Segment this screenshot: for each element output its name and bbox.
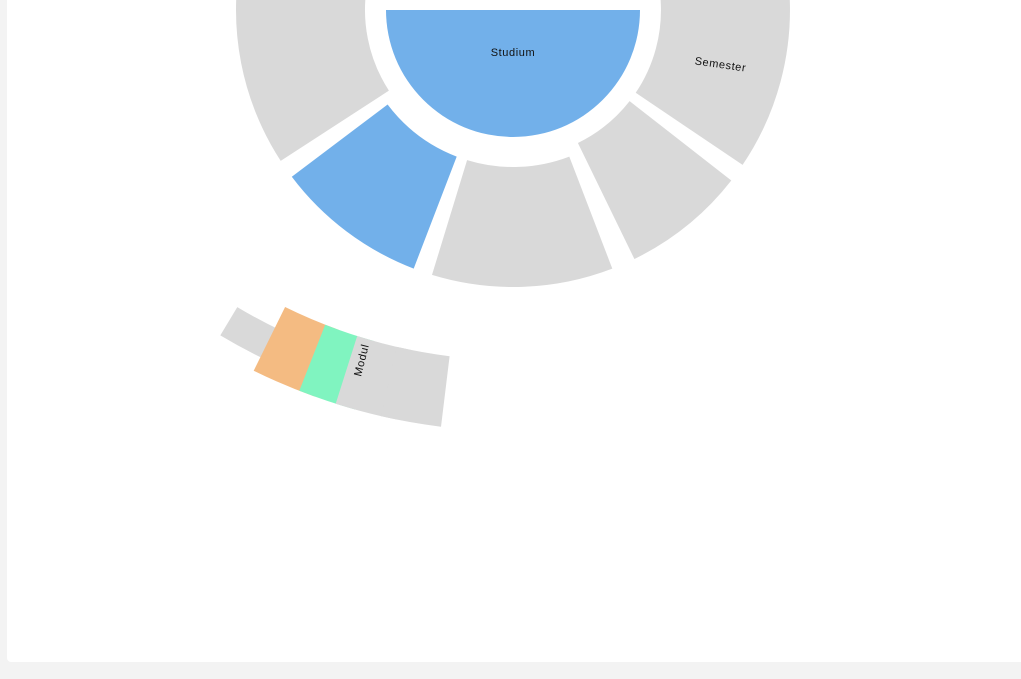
sunburst-segment-semester-2[interactable] <box>577 101 732 259</box>
sunburst-segment-semester-4[interactable] <box>291 104 457 269</box>
sunburst-segment-semester-5[interactable] <box>235 0 389 161</box>
sunburst-segment-semester-1[interactable] <box>635 0 790 165</box>
sunburst-segment-semester-3[interactable] <box>432 156 613 288</box>
sunburst-segment-modul-5[interactable] <box>380 346 450 427</box>
sunburst-segment-studium[interactable] <box>386 10 640 137</box>
